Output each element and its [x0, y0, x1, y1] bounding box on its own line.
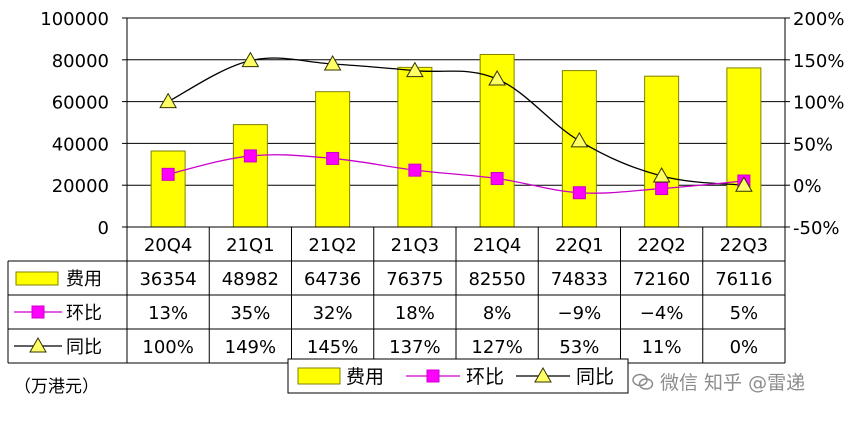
legend-key-marker — [427, 370, 439, 382]
table-key-marker — [30, 338, 46, 352]
left-tick-label: 60000 — [52, 93, 109, 114]
bar — [398, 67, 432, 227]
table-key-bar — [16, 272, 58, 285]
right-tick-label: 150% — [793, 51, 844, 72]
category-label: 22Q2 — [637, 235, 686, 256]
table-cell: 137% — [389, 337, 440, 358]
right-tick-label: 100% — [793, 93, 844, 114]
left-tick-label: 20000 — [52, 176, 109, 197]
table-cell: 82550 — [468, 269, 525, 290]
unit-label: （万港元） — [14, 372, 99, 397]
qoq-marker — [244, 150, 256, 162]
left-tick-label: 40000 — [52, 134, 109, 155]
table-cell: 100% — [142, 337, 193, 358]
table-series-name: 同比 — [66, 337, 102, 358]
table-cell: 36354 — [139, 269, 196, 290]
left-tick-label: 100000 — [40, 9, 109, 30]
table-cell: 48982 — [222, 269, 279, 290]
table-cell: 149% — [225, 337, 276, 358]
table-cell: 72160 — [633, 269, 690, 290]
bar — [727, 68, 761, 227]
bar — [151, 151, 185, 227]
legend-label: 环比 — [466, 366, 504, 388]
yoy-marker — [160, 94, 176, 108]
table-cell: 0% — [730, 337, 759, 358]
watermark-text: 微信 知乎 @雷递 — [660, 368, 805, 395]
qoq-marker — [162, 168, 174, 180]
wechat-icon — [632, 373, 654, 391]
table-cell: 145% — [307, 337, 358, 358]
data-table: 20Q4 21Q1 21Q2 21Q3 21Q4 22Q1 22Q2 22Q3 费用 36354 4… — [8, 227, 785, 363]
watermark: 微信 知乎 @雷递 — [632, 368, 805, 395]
category-label: 20Q4 — [144, 235, 193, 256]
table-cell: 64736 — [304, 269, 361, 290]
qoq-marker — [573, 187, 585, 199]
category-label: 22Q3 — [720, 235, 769, 256]
table-cell: 76375 — [386, 269, 443, 290]
table-key-marker — [32, 306, 44, 318]
right-tick-label: 200% — [793, 9, 844, 30]
right-tick-label: -50% — [793, 218, 840, 239]
category-label: 21Q2 — [308, 235, 357, 256]
right-tick-label: 0% — [793, 176, 822, 197]
qoq-marker — [327, 152, 339, 164]
table-cell: 11% — [642, 337, 682, 358]
table-cell: 35% — [230, 303, 270, 324]
table-cell: 53% — [559, 337, 599, 358]
table-cell: 76116 — [715, 269, 772, 290]
qoq-marker — [409, 164, 421, 176]
table-cell: −9% — [558, 303, 602, 324]
bars — [151, 54, 761, 227]
legend-label: 同比 — [576, 366, 614, 388]
table-cell: 74833 — [551, 269, 608, 290]
table-cell: 13% — [148, 303, 188, 324]
legend: 费用 环比 同比 — [288, 359, 628, 393]
bar — [562, 71, 596, 227]
table-series-name: 费用 — [66, 269, 102, 290]
bar — [645, 76, 679, 227]
qoq-marker — [491, 173, 503, 185]
qoq-marker — [656, 183, 668, 195]
left-tick-label: 80000 — [52, 51, 109, 72]
category-label: 22Q1 — [555, 235, 604, 256]
table-cell: 5% — [730, 303, 759, 324]
table-cell: 18% — [395, 303, 435, 324]
category-label: 21Q3 — [391, 235, 440, 256]
category-label: 21Q1 — [226, 235, 275, 256]
table-cell: 32% — [313, 303, 353, 324]
table-cell: −4% — [640, 303, 684, 324]
bar — [233, 125, 267, 227]
category-label: 21Q4 — [473, 235, 522, 256]
legend-key-bar — [298, 368, 340, 384]
table-cell: 8% — [483, 303, 512, 324]
table-series-name: 环比 — [66, 303, 102, 324]
table-cell: 127% — [471, 337, 522, 358]
right-tick-label: 50% — [793, 134, 833, 155]
left-tick-label: 0 — [98, 218, 109, 239]
legend-label: 费用 — [346, 366, 384, 388]
